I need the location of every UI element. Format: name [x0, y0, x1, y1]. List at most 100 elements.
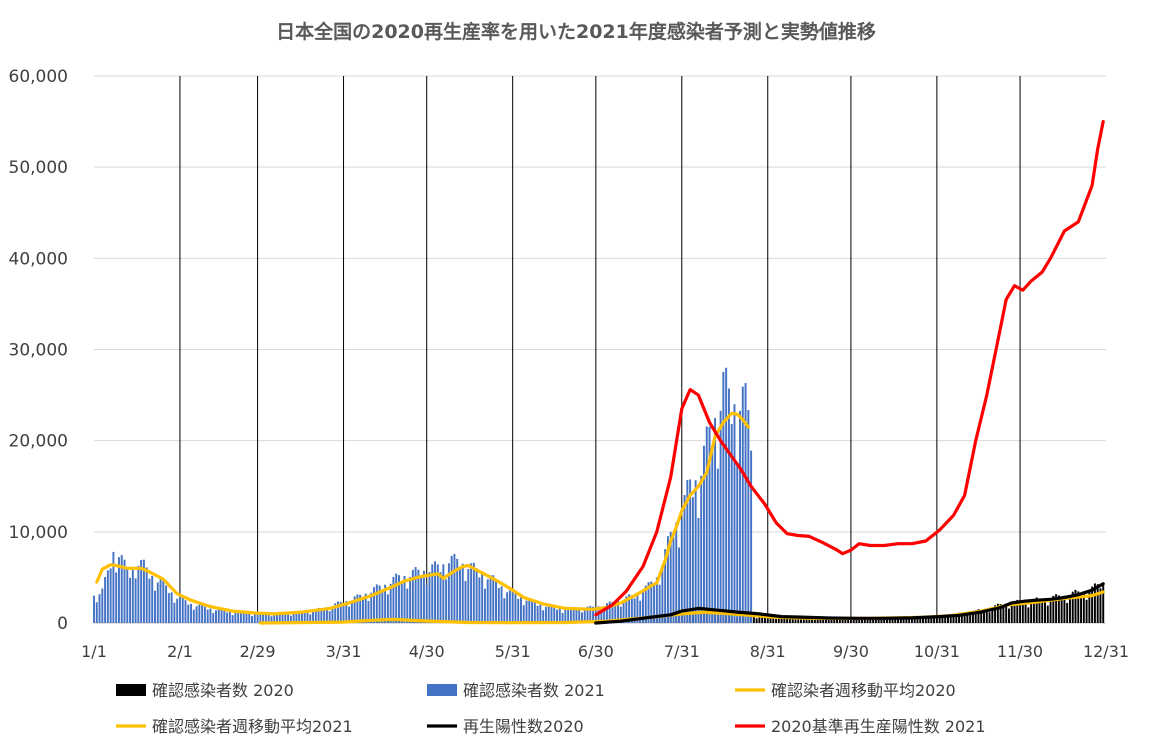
bar [777, 617, 780, 623]
bar [536, 605, 539, 623]
bar [459, 568, 461, 623]
legend-item: 確認染者週移動平均2020 [735, 681, 956, 700]
bar-layer [93, 367, 1105, 624]
bar [542, 610, 545, 623]
bar [808, 618, 811, 623]
bar [619, 606, 622, 623]
y-tick-label: 0 [57, 614, 68, 634]
bar [694, 480, 697, 623]
bar [1074, 589, 1077, 623]
bar [187, 604, 190, 623]
bar [312, 611, 315, 623]
bar [697, 517, 700, 623]
bar [500, 586, 503, 623]
bar [683, 495, 686, 623]
bar-series [93, 367, 753, 624]
bar [137, 565, 140, 623]
bar [226, 612, 229, 623]
bar [334, 603, 337, 623]
bar [653, 584, 656, 623]
bar [248, 613, 251, 623]
bar [201, 604, 204, 623]
bar [764, 616, 766, 623]
bar [885, 618, 888, 623]
bar [323, 609, 326, 623]
bar [736, 463, 739, 623]
bar [506, 592, 509, 623]
bar [589, 605, 592, 623]
y-tick-label: 60,000 [9, 67, 68, 87]
bar [503, 598, 506, 623]
bar [320, 608, 323, 623]
bar [861, 617, 863, 623]
bar [314, 609, 317, 623]
bar [215, 610, 217, 623]
legend-layer: 確認感染者数 2020 確認感染者数 2021 確認染者週移動平均2020 確認感染者… [116, 681, 986, 736]
bar [952, 615, 955, 623]
bar [514, 593, 517, 623]
bar [553, 607, 556, 623]
bar [198, 604, 201, 623]
x-tick-label: 2/29 [240, 642, 276, 661]
bar [872, 619, 875, 623]
bar [855, 618, 858, 623]
bar [1007, 608, 1010, 623]
bar [722, 371, 725, 623]
bar [755, 618, 758, 623]
bar [800, 617, 802, 623]
bar [813, 619, 816, 623]
bar [647, 582, 650, 623]
bar [361, 597, 364, 623]
bar [192, 609, 195, 623]
bar [966, 612, 969, 623]
bar [944, 616, 947, 623]
bar [328, 611, 331, 623]
bar [741, 386, 744, 623]
bar [700, 475, 703, 623]
bar [769, 617, 772, 623]
bar [256, 612, 259, 623]
bar [292, 613, 295, 623]
bar [583, 608, 586, 623]
bar [963, 613, 966, 623]
bar [836, 618, 839, 623]
bar [1005, 603, 1008, 623]
bar [572, 608, 575, 623]
bar [727, 388, 730, 623]
bar [167, 593, 170, 623]
bar [472, 562, 475, 623]
bar [442, 564, 445, 623]
bar [217, 609, 220, 623]
bar [786, 617, 789, 623]
bar [805, 618, 808, 623]
bar [339, 601, 342, 623]
bar [639, 600, 642, 623]
bar [930, 618, 933, 623]
bar [556, 609, 558, 623]
legend-swatch [427, 684, 457, 696]
bar [744, 383, 747, 623]
bar [281, 612, 284, 623]
bar [112, 551, 115, 623]
bar [1102, 582, 1105, 623]
bar [711, 446, 714, 623]
x-tick-label: 3/31 [326, 642, 362, 661]
bar [1057, 595, 1060, 623]
bar [880, 617, 883, 623]
bar [924, 617, 927, 623]
bar [617, 601, 619, 623]
bar [664, 549, 667, 623]
bar [849, 618, 852, 623]
bar [195, 606, 198, 623]
bar [356, 594, 359, 623]
bar [331, 606, 334, 623]
bar [752, 616, 755, 623]
bar [531, 599, 534, 623]
bar [115, 572, 118, 623]
bar [262, 613, 265, 623]
bar [439, 572, 442, 623]
bar [104, 577, 107, 623]
legend-label: 再生陽性数2020 [463, 717, 584, 736]
x-tick-label: 6/30 [578, 642, 614, 661]
bar [1041, 601, 1044, 623]
